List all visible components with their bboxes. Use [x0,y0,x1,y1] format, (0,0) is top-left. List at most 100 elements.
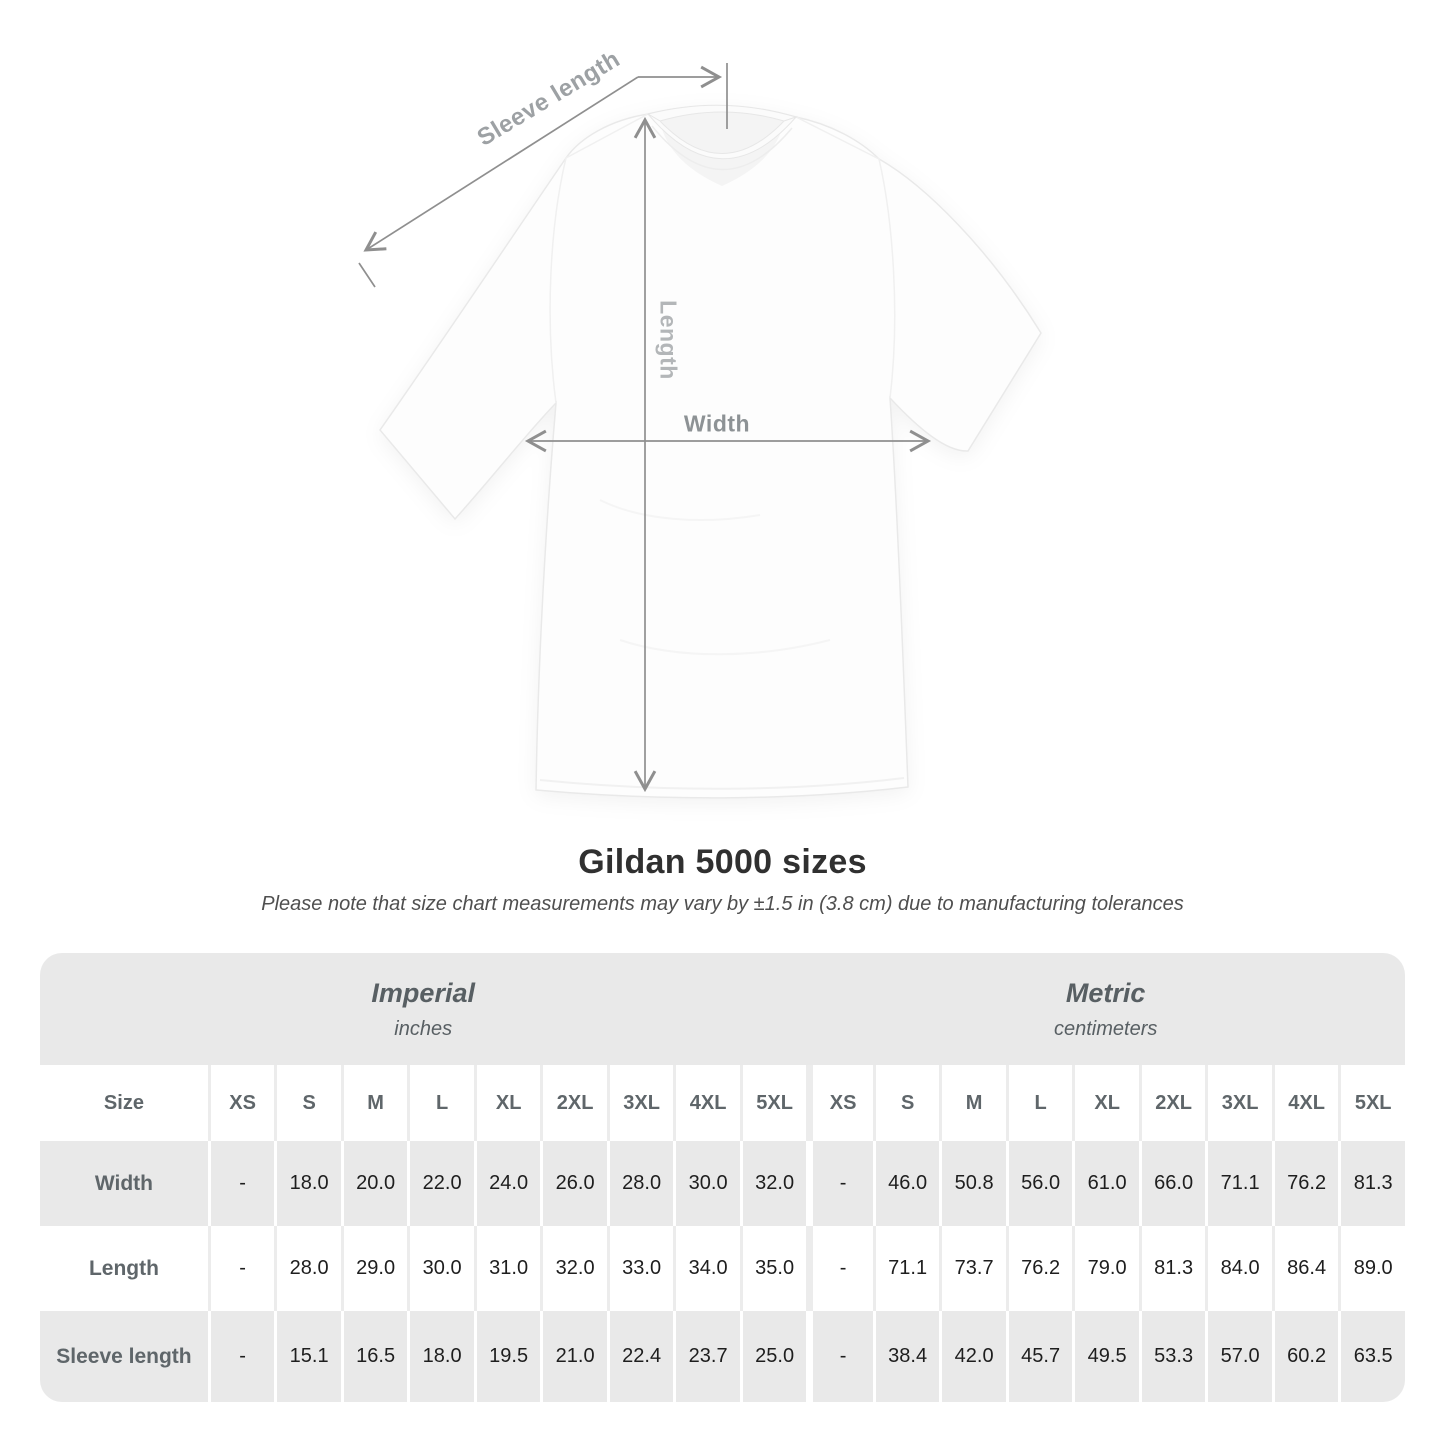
cell-value: 30.0 [673,1141,740,1226]
cell-value: 86.4 [1271,1226,1339,1311]
size-col-header: M [939,1065,1006,1141]
cell-value: - [207,1311,275,1402]
unit-sub-imperial: inches [394,1017,453,1040]
cell-value: 20.0 [340,1141,408,1226]
dimension-lines [358,63,932,793]
cell-value: 76.2 [1271,1141,1339,1226]
cell-value: 71.1 [1205,1141,1272,1226]
size-col-header: L [407,1065,474,1141]
size-col-header: 5XL [739,1065,807,1141]
cell-value: 31.0 [473,1226,541,1311]
cell-value: 25.0 [739,1311,807,1402]
cell-value: 22.0 [407,1141,474,1226]
cell-value: 30.0 [407,1226,474,1311]
size-col-header: XL [473,1065,541,1141]
size-col-header: 3XL [1205,1065,1272,1141]
size-col-header: 2XL [540,1065,607,1141]
table-row-length: Length - 28.0 29.0 30.0 31.0 32.0 33.0 3… [40,1226,1405,1311]
cell-value: - [207,1226,275,1311]
cell-value: 34.0 [673,1226,740,1311]
cell-value: 89.0 [1338,1226,1405,1311]
cell-value: 79.0 [1072,1226,1139,1311]
cell-value: 66.0 [1138,1141,1206,1226]
cell-value: 76.2 [1005,1226,1073,1311]
cell-value: 46.0 [872,1141,940,1226]
size-table-container: Imperial inches Metric centimeters Size … [40,953,1405,1402]
size-header-row: Size XS S M L XL 2XL 3XL 4XL 5XL XS S M … [40,1065,1405,1141]
cell-value: 81.3 [1338,1141,1405,1226]
cell-value: 60.2 [1271,1311,1339,1402]
cell-value: 61.0 [1072,1141,1139,1226]
cell-value: 32.0 [540,1226,607,1311]
collar-shape [646,104,798,186]
cell-value: - [207,1141,275,1226]
cell-value: 71.1 [872,1226,940,1311]
size-col-header: L [1005,1065,1073,1141]
cell-value: 33.0 [606,1226,674,1311]
row-label: Length [40,1226,208,1311]
size-table: Imperial inches Metric centimeters Size … [40,953,1405,1402]
cell-value: 38.4 [872,1311,940,1402]
size-col-header: 5XL [1338,1065,1405,1141]
cell-value: 22.4 [606,1311,674,1402]
cell-value: 19.5 [473,1311,541,1402]
unit-header-metric: Metric centimeters [806,953,1405,1065]
cell-value: 26.0 [540,1141,607,1226]
size-col-header: 4XL [673,1065,740,1141]
cell-value: 21.0 [540,1311,607,1402]
unit-name-imperial: Imperial [371,977,475,1008]
cell-value: 24.0 [473,1141,541,1226]
cell-value: 56.0 [1005,1141,1073,1226]
cell-value: 57.0 [1205,1311,1272,1402]
tshirt-diagram: Sleeve length Length Width [358,45,1042,799]
sleeve-dimension-tick-end [358,262,376,288]
size-header-label: Size [40,1065,208,1141]
cell-value: 23.7 [673,1311,740,1402]
cell-value: 18.0 [407,1311,474,1402]
size-col-header: 2XL [1138,1065,1206,1141]
cell-value: 35.0 [739,1226,807,1311]
cell-value: 81.3 [1138,1226,1206,1311]
size-col-header: XS [207,1065,275,1141]
row-label: Sleeve length [40,1311,208,1402]
unit-header-row: Imperial inches Metric centimeters [40,953,1405,1065]
tshirt-image [358,63,1042,799]
cell-value: 73.7 [939,1226,1006,1311]
cell-value: 16.5 [340,1311,408,1402]
size-col-header: S [872,1065,940,1141]
size-col-header: 3XL [606,1065,674,1141]
cell-value: - [806,1226,873,1311]
width-label: Width [683,410,751,437]
row-label: Width [40,1141,208,1226]
page-subtitle: Please note that size chart measurements… [261,893,1184,915]
cell-value: - [806,1311,873,1402]
size-col-header: XL [1072,1065,1139,1141]
size-col-header: S [274,1065,341,1141]
sleeve-dimension-diagonal [363,76,639,252]
cell-value: 49.5 [1072,1311,1139,1402]
cell-value: 15.1 [274,1311,341,1402]
cell-value: - [806,1141,873,1226]
unit-header-imperial: Imperial inches [40,953,807,1065]
cell-value: 63.5 [1338,1311,1405,1402]
unit-name-metric: Metric [1065,977,1146,1008]
cell-value: 53.3 [1138,1311,1206,1402]
cell-value: 42.0 [939,1311,1006,1402]
tshirt-shape [379,104,1042,799]
cell-value: 28.0 [606,1141,674,1226]
size-col-header: 4XL [1271,1065,1339,1141]
size-col-header: XS [806,1065,873,1141]
page-title: Gildan 5000 sizes [578,843,867,881]
cell-value: 18.0 [274,1141,341,1226]
title-block: Gildan 5000 sizes Please note that size … [0,843,1445,916]
cell-value: 29.0 [340,1226,408,1311]
unit-sub-metric: centimeters [1054,1017,1158,1040]
cell-value: 45.7 [1005,1311,1073,1402]
length-label: Length [655,300,682,380]
cell-value: 84.0 [1205,1226,1272,1311]
size-col-header: M [340,1065,408,1141]
table-row-sleeve-length: Sleeve length - 15.1 16.5 18.0 19.5 21.0… [40,1311,1405,1402]
table-row-width: Width - 18.0 20.0 22.0 24.0 26.0 28.0 30… [40,1141,1405,1226]
cell-value: 28.0 [274,1226,341,1311]
cell-value: 32.0 [739,1141,807,1226]
